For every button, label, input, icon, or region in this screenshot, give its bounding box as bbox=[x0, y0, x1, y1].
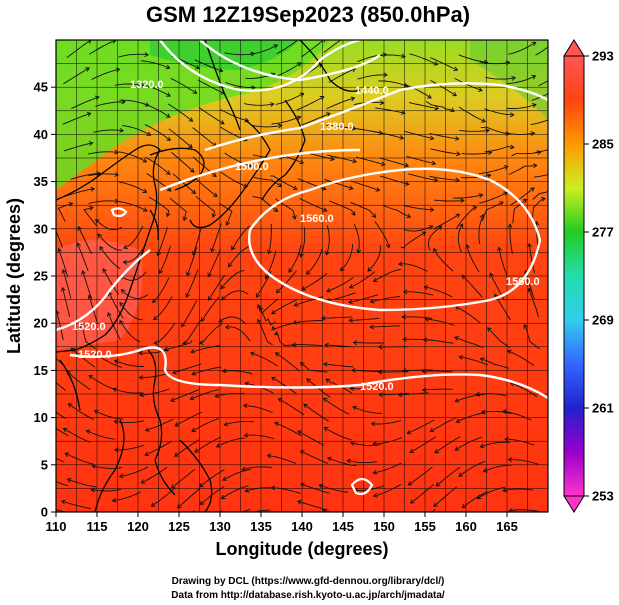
streamline-arrowhead bbox=[556, 187, 560, 191]
x-tick-label: 155 bbox=[414, 519, 436, 534]
streamline bbox=[92, 513, 122, 515]
colorbar-tick-label: 277 bbox=[592, 225, 614, 240]
x-tick-label: 125 bbox=[168, 519, 190, 534]
streamline bbox=[354, 343, 384, 344]
streamline-arrowhead bbox=[555, 115, 559, 119]
streamline-arrowhead bbox=[483, 522, 487, 526]
streamline-arrowhead bbox=[149, 528, 153, 532]
map-plot-area: 1320.01380.01440.01500.01560.01560.01520… bbox=[36, 35, 564, 535]
y-tick-label: 20 bbox=[34, 316, 48, 331]
y-tick-label: 30 bbox=[34, 221, 48, 236]
x-tick-label: 110 bbox=[46, 519, 67, 534]
streamline-arrowhead bbox=[198, 526, 202, 530]
streamline-arrowhead bbox=[559, 170, 563, 174]
x-tick-label: 120 bbox=[127, 519, 149, 534]
contour-label: 1560.0 bbox=[300, 213, 334, 225]
contour-label: 1440.0 bbox=[355, 85, 389, 97]
y-tick-label: 40 bbox=[34, 127, 48, 142]
streamline-arrowhead bbox=[555, 88, 559, 92]
chart-title: GSM 12Z19Sep2023 (850.0hPa) bbox=[146, 2, 470, 27]
x-tick-label: 145 bbox=[332, 519, 354, 534]
x-tick-label: 140 bbox=[291, 519, 313, 534]
y-axis-ticks: 0 5 10 15 20 25 30 35 40 45 bbox=[34, 80, 56, 520]
y-axis-label: Latitude (degrees) bbox=[4, 198, 24, 354]
streamline-arrowhead bbox=[41, 402, 45, 406]
x-tick-label: 130 bbox=[209, 519, 231, 534]
contour-label: 1520.0 bbox=[72, 321, 106, 333]
lat-lon-grid bbox=[56, 40, 548, 512]
colorbar-body bbox=[564, 56, 584, 496]
y-tick-label: 15 bbox=[34, 363, 48, 378]
streamline-arrowhead bbox=[560, 144, 564, 148]
streamline-arrowhead bbox=[556, 38, 560, 42]
colorbar-max-arrow bbox=[564, 40, 584, 56]
x-tick-label: 150 bbox=[373, 519, 395, 534]
streamline-arrowhead bbox=[241, 513, 245, 517]
credit-data: Data from http://database.rish.kyoto-u.a… bbox=[171, 590, 445, 601]
x-axis-label: Longitude (degrees) bbox=[215, 539, 388, 559]
x-tick-label: 165 bbox=[496, 519, 518, 534]
x-tick-label: 160 bbox=[455, 519, 477, 534]
x-tick-label: 135 bbox=[250, 519, 272, 534]
colorbar-tick-label: 285 bbox=[592, 137, 614, 152]
streamline-arrowhead bbox=[92, 513, 96, 517]
contour-label: 1560.0 bbox=[506, 276, 540, 288]
y-tick-label: 0 bbox=[41, 505, 48, 520]
contour-label: 1320.0 bbox=[130, 79, 164, 91]
y-tick-label: 35 bbox=[34, 174, 48, 189]
y-tick-label: 10 bbox=[34, 410, 48, 425]
colorbar-tick-label: 253 bbox=[592, 489, 614, 504]
streamline-arrowhead bbox=[39, 475, 43, 479]
colorbar-min-arrow bbox=[564, 496, 584, 512]
y-tick-label: 45 bbox=[34, 80, 48, 95]
colorbar-ticks: 293 285 277 269 261 253 bbox=[584, 49, 614, 504]
streamline-arrowhead bbox=[114, 521, 118, 525]
credit-drawing: Drawing by DCL (https://www.gfd-dennou.o… bbox=[172, 576, 445, 587]
contour-label: 1520.0 bbox=[78, 349, 112, 361]
x-tick-label: 115 bbox=[87, 519, 108, 534]
x-axis-ticks: 110 115 120 125 130 135 140 145 150 155 160 165 bbox=[46, 512, 518, 534]
streamline-arrowhead bbox=[344, 35, 348, 39]
streamline bbox=[269, 513, 299, 517]
colorbar-tick-label: 261 bbox=[592, 401, 614, 416]
streamline-arrowhead bbox=[50, 220, 54, 224]
colorbar: 293 285 277 269 261 253 bbox=[564, 40, 614, 512]
y-tick-label: 25 bbox=[34, 269, 48, 284]
colorbar-tick-label: 293 bbox=[592, 49, 614, 64]
contour-label: 1500.0 bbox=[235, 161, 269, 173]
contour-label: 1380.0 bbox=[320, 121, 354, 133]
streamline-arrowhead bbox=[36, 449, 40, 453]
colorbar-tick-label: 269 bbox=[592, 313, 614, 328]
streamline-arrowhead bbox=[42, 346, 46, 350]
y-tick-label: 5 bbox=[41, 457, 48, 472]
contour-label: 1520.0 bbox=[360, 381, 394, 393]
streamline-arrowhead bbox=[437, 531, 441, 535]
